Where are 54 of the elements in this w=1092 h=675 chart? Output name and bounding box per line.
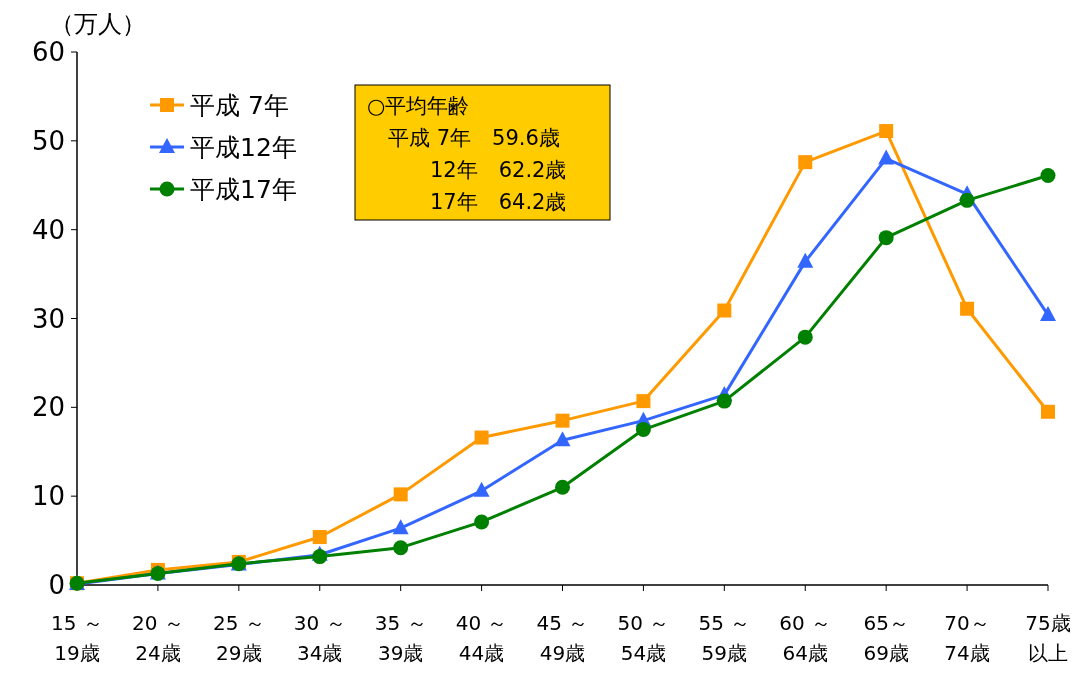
- x-tick-label: 15 ～ 19歳: [51, 611, 103, 665]
- point: [635, 422, 651, 438]
- point: [393, 487, 408, 502]
- x-tick-label: 50 ～ 54歳: [617, 611, 670, 665]
- point: [636, 394, 651, 409]
- point: [474, 430, 489, 445]
- point: [392, 519, 409, 535]
- y-tick-label: 40: [31, 214, 65, 245]
- point: [878, 149, 895, 165]
- x-tick-label: 60 ～ 64歳: [779, 611, 832, 665]
- point: [1041, 404, 1055, 419]
- legend-label: 平成17年: [190, 175, 297, 204]
- y-axis-title: （万人）: [50, 10, 146, 38]
- x-tick-label: 55 ～ 59歳: [698, 611, 751, 665]
- x-tick-label: 40 ～ 44歳: [455, 611, 508, 665]
- y-tick-label: 50: [31, 125, 65, 156]
- point: [555, 479, 570, 495]
- point: [798, 155, 813, 170]
- x-tick-label: 20 ～ 24歳: [132, 611, 184, 665]
- point: [554, 431, 571, 447]
- x-tick-label: 30 ～ 34歳: [293, 611, 346, 665]
- legend-label: 平成12年: [190, 133, 297, 162]
- annotation: 17年 64.2歳: [367, 190, 567, 214]
- x-tick-label: 35 ～ 39歳: [374, 611, 427, 665]
- legend-label: 平成 7年: [190, 91, 289, 120]
- point: [960, 301, 975, 316]
- point: [555, 413, 570, 428]
- point: [474, 514, 490, 530]
- annotation: 12年 62.2歳: [367, 158, 567, 182]
- point: [959, 192, 975, 208]
- y-tick-label: 10: [31, 481, 65, 512]
- y-tick-label: 60: [31, 37, 65, 67]
- y-tick-label: 30: [31, 303, 65, 334]
- point: [393, 540, 409, 556]
- point: [1040, 167, 1056, 183]
- point: [797, 329, 813, 345]
- x-tick-label: 45 ～ 49歳: [536, 611, 589, 665]
- x-tick-label: 65～ 69歳: [863, 611, 909, 665]
- point: [879, 124, 894, 139]
- point: [878, 230, 894, 246]
- point: [312, 530, 327, 545]
- annotation: ○平均年齢: [367, 94, 470, 118]
- point: [312, 549, 328, 565]
- x-tick-label: 25 ～ 29歳: [212, 611, 265, 665]
- x-tick-label: 75歳以上: [1025, 611, 1071, 665]
- y-tick-label: 20: [31, 392, 65, 423]
- y-tick-label: 0: [48, 570, 65, 600]
- point: [1040, 305, 1056, 321]
- point: [797, 252, 814, 268]
- x-tick-label: 70～ 74歳: [944, 611, 990, 665]
- annotation: 平成 7年 59.6歳: [367, 126, 560, 150]
- point: [717, 303, 732, 318]
- point: [716, 393, 732, 409]
- point: [473, 481, 490, 497]
